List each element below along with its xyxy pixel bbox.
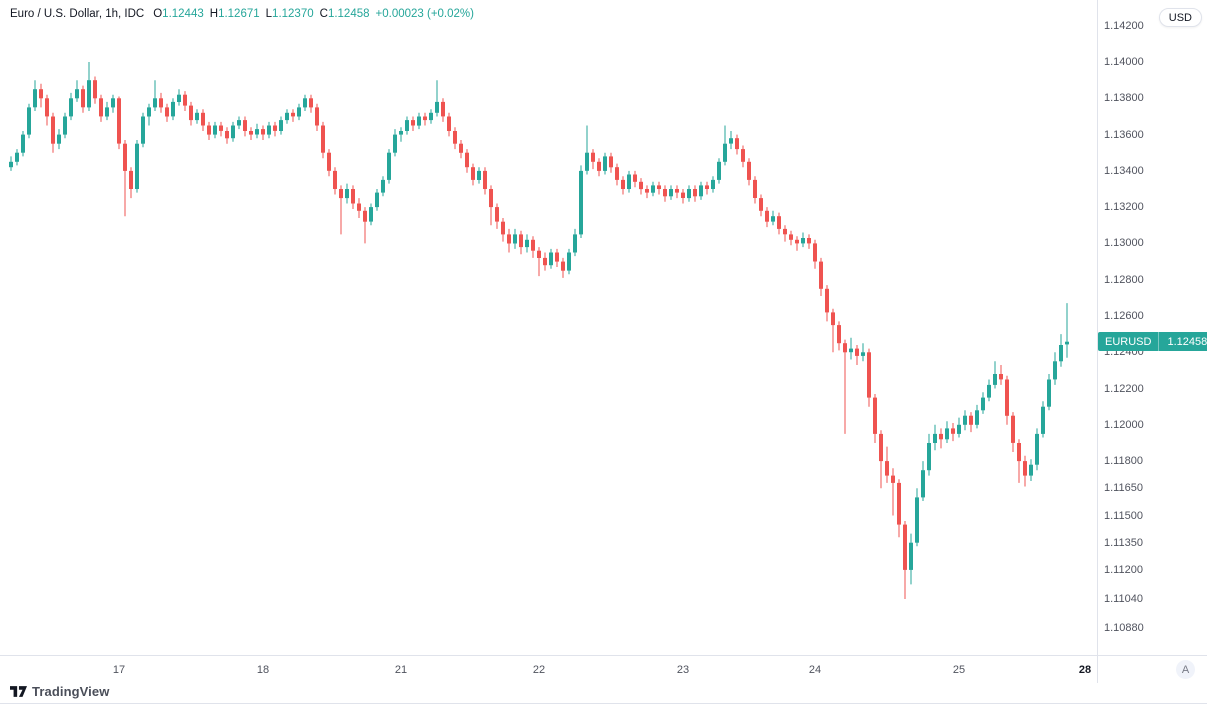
time-axis-label: 18: [256, 664, 270, 676]
price-axis[interactable]: EURUSD 1.12458 1.14200 1.14000 1.13800 1.13…: [1097, 0, 1207, 655]
price-axis-label: 1.13400: [1104, 164, 1144, 177]
brand-name[interactable]: TradingView: [32, 684, 110, 699]
price-axis-label: 1.13200: [1104, 201, 1144, 214]
high-value: 1.12671: [218, 8, 260, 20]
auto-scale-button[interactable]: A: [1176, 660, 1195, 679]
price-axis-label: 1.11350: [1104, 536, 1143, 549]
currency-button[interactable]: USD: [1158, 8, 1202, 27]
price-axis-label: 1.11650: [1104, 482, 1143, 495]
price-axis-label: 1.14200: [1104, 19, 1144, 32]
price-axis-label: 1.11040: [1104, 592, 1143, 605]
price-axis-label: 1.11500: [1104, 509, 1143, 522]
axis-divider-vertical: [1097, 0, 1098, 683]
price-axis-label: 1.12600: [1104, 309, 1144, 322]
ohlc-values: O1.12443 H1.12671 L1.12370 C1.12458 +0.0…: [153, 8, 474, 20]
bottom-separator: [0, 703, 1207, 704]
time-axis[interactable]: A 17 18 21 22 23 24 25 28: [0, 655, 1207, 683]
chart-plot[interactable]: [0, 0, 1097, 655]
ohlc-high: H1.12671: [210, 8, 260, 20]
price-axis-label: 1.10880: [1104, 621, 1144, 634]
close-label: C: [319, 8, 328, 20]
tradingview-logo-icon[interactable]: [10, 685, 27, 698]
time-axis-label: 17: [112, 664, 126, 676]
low-value: 1.12370: [272, 8, 314, 20]
price-tag-value: 1.12458: [1167, 335, 1207, 348]
price-axis-label: 1.12800: [1104, 273, 1144, 286]
price-tag-symbol: EURUSD: [1098, 332, 1160, 352]
close-value: 1.12458: [327, 8, 370, 20]
high-label: H: [209, 8, 219, 20]
symbol-title[interactable]: Euro / U.S. Dollar, 1h, IDC: [10, 8, 145, 20]
open-label: O: [153, 8, 163, 20]
price-axis-label: 1.13800: [1104, 92, 1144, 105]
price-axis-label: 1.14000: [1104, 56, 1144, 69]
low-label: L: [265, 8, 273, 20]
price-axis-label: 1.12000: [1104, 418, 1144, 431]
ohlc-low: L1.12370: [266, 8, 314, 20]
time-axis-label: 21: [394, 664, 408, 676]
price-axis-label: 1.11800: [1104, 455, 1143, 468]
change-value: +0.00023 (+0.02%): [375, 8, 474, 20]
price-axis-label: 1.13000: [1104, 237, 1144, 250]
open-value: 1.12443: [162, 8, 204, 20]
ohlc-open: O1.12443: [153, 8, 204, 20]
time-axis-label: 23: [676, 664, 690, 676]
time-axis-label: 24: [808, 664, 822, 676]
price-axis-label: 1.13600: [1104, 128, 1144, 141]
time-axis-label: 25: [952, 664, 966, 676]
footer: TradingView: [10, 684, 109, 699]
last-price-tag: EURUSD 1.12458: [1098, 332, 1207, 352]
time-axis-label: 28: [1078, 664, 1092, 676]
chart-legend: Euro / U.S. Dollar, 1h, IDC O1.12443 H1.…: [10, 8, 474, 20]
ohlc-close: C1.12458: [320, 8, 370, 20]
price-axis-label: 1.11200: [1104, 563, 1143, 576]
price-axis-label: 1.12200: [1104, 382, 1144, 395]
time-axis-label: 22: [532, 664, 546, 676]
